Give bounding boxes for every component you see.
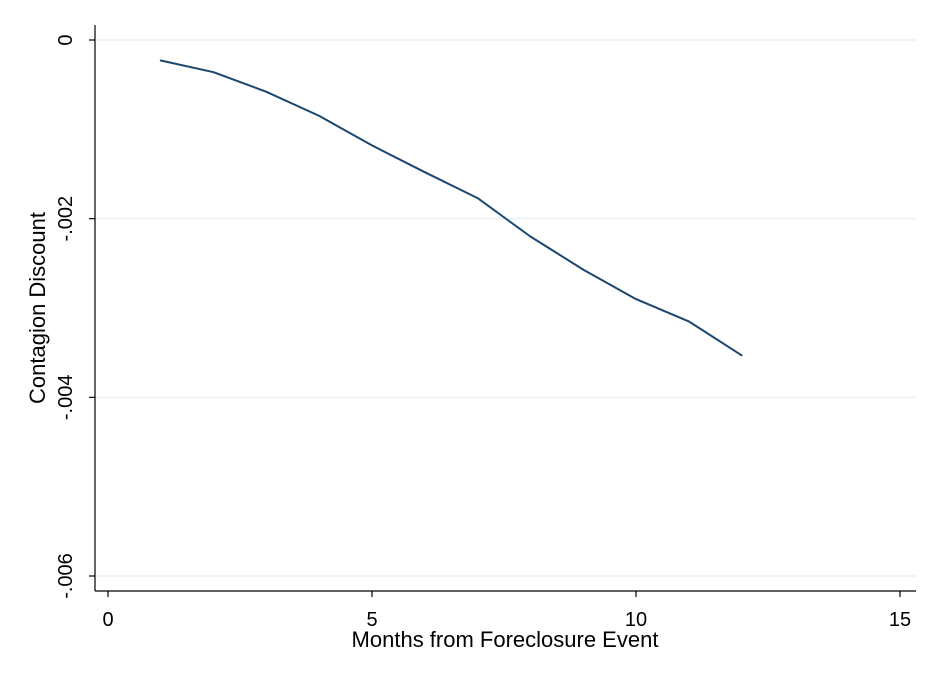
- y-tick-label: 0: [55, 34, 77, 45]
- x-axis-title: Months from Foreclosure Event: [352, 627, 659, 652]
- series: [159, 59, 743, 357]
- x-tick-label: 0: [102, 609, 113, 631]
- x-tick-label: 15: [889, 609, 911, 631]
- y-tick-label: -.006: [55, 553, 77, 599]
- x-tick-label: 10: [625, 609, 647, 631]
- x-tick-label: 5: [366, 609, 377, 631]
- series-line: [159, 59, 743, 357]
- grid-lines: [95, 39, 916, 577]
- axes: [94, 25, 916, 592]
- ticks: 0 -.002 -.004 -.006 0 5 10 15: [55, 34, 911, 631]
- y-tick-label: -.002: [55, 196, 77, 242]
- y-axis-title: Contagion Discount: [25, 212, 50, 404]
- y-tick-label: -.004: [55, 375, 77, 421]
